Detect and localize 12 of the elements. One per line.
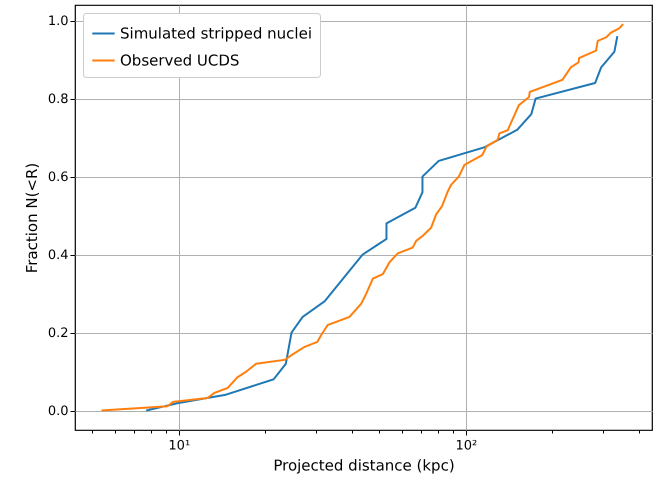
x-tick-label: 10² xyxy=(455,438,478,454)
x-axis-title: Projected distance (kpc) xyxy=(273,456,455,474)
x-tick-label: 10¹ xyxy=(168,438,190,454)
legend-label: Simulated stripped nuclei xyxy=(120,24,312,42)
y-tick-label: 0.8 xyxy=(48,92,68,108)
y-axis-title: Fraction N(<R) xyxy=(22,162,41,274)
y-tick-label: 0.4 xyxy=(48,248,68,264)
y-tick-label: 1.0 xyxy=(48,14,68,30)
y-tick-label: 0.6 xyxy=(48,170,68,186)
y-tick-label: 0.2 xyxy=(48,326,68,342)
legend-label: Observed UCDS xyxy=(120,52,240,70)
y-tick-label: 0.0 xyxy=(48,404,68,420)
